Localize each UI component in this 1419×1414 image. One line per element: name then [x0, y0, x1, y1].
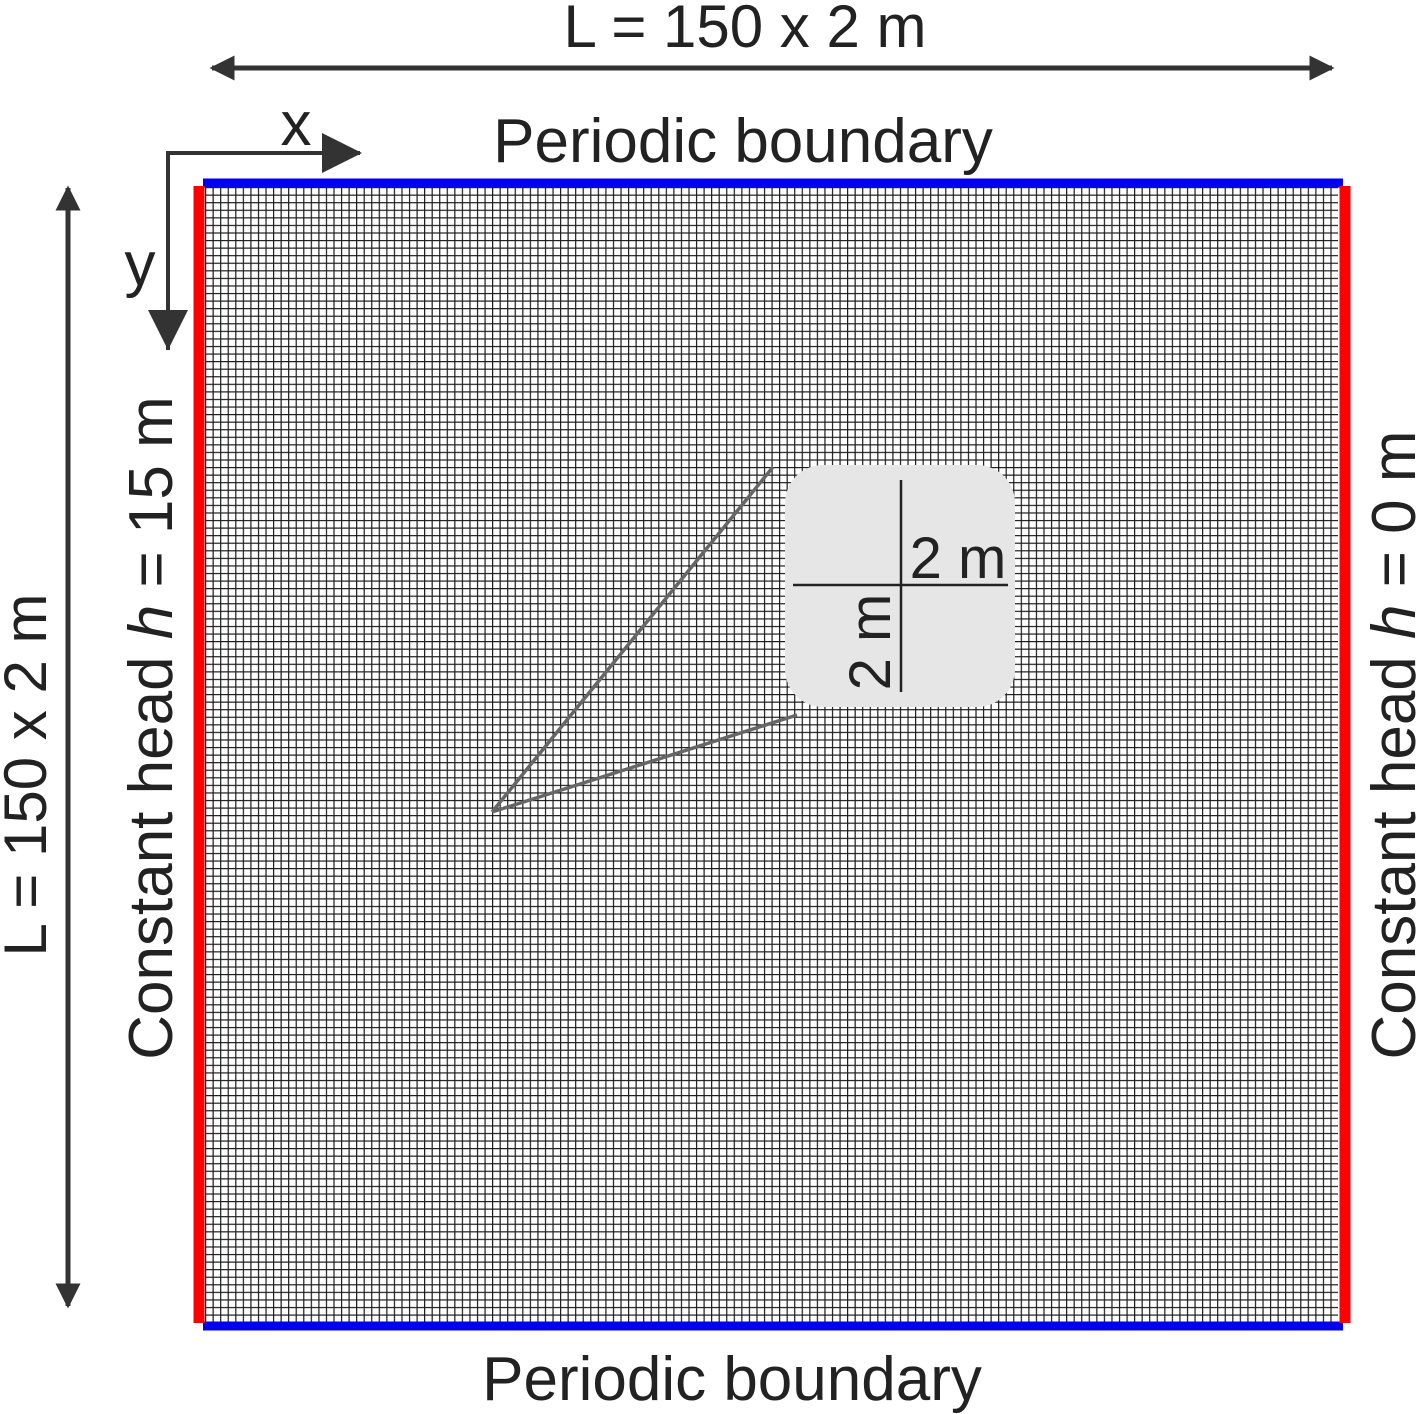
inset-height-label: 2 m [838, 594, 903, 691]
left-length-label: L = 150 x 2 m [0, 594, 59, 957]
top-boundary-label: Periodic boundary [493, 107, 993, 176]
right-condition-var: h [1360, 605, 1419, 639]
callout-lines [490, 465, 798, 814]
right-condition-prefix: Constant head [1360, 639, 1419, 1060]
left-condition: Constant head h = 15 m [117, 396, 186, 1060]
axis-arrowheads [148, 133, 362, 350]
mesh [205, 187, 1338, 1322]
left-condition-prefix: Constant head [117, 639, 186, 1060]
left-condition-suffix: = 15 m [117, 396, 186, 605]
top-length-label: L = 150 x 2 m [564, 0, 927, 60]
right-condition-suffix: = 0 m [1360, 430, 1419, 604]
bottom-boundary-label: Periodic boundary [482, 1345, 982, 1414]
axis-y-label: y [125, 230, 156, 299]
inset-width-label: 2 m [910, 526, 1007, 591]
right-condition: Constant head h = 0 m [1360, 430, 1419, 1059]
axis-x-label: x [281, 90, 312, 159]
left-condition-var: h [117, 605, 186, 639]
axes [166, 151, 360, 350]
